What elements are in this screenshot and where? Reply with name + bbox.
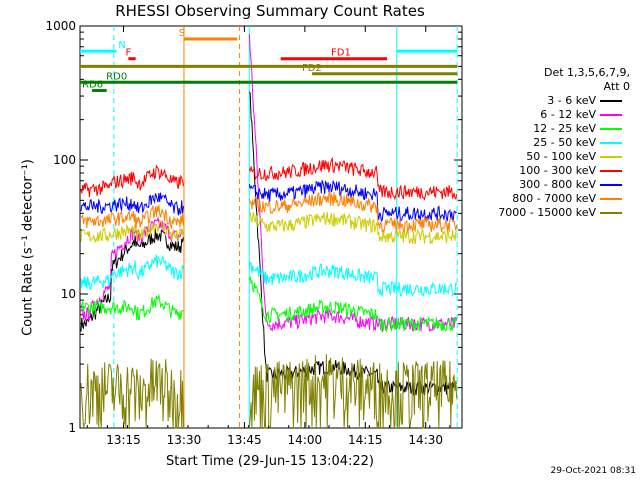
legend-swatch: [600, 128, 622, 130]
legend-item-label: 3 - 6 keV: [547, 94, 596, 107]
y-tick-label: 100: [53, 153, 76, 167]
series-line-8: [248, 354, 458, 430]
series-line-2: [80, 293, 184, 321]
legend-item: 100 - 300 keV: [470, 164, 630, 178]
legend-item-label: 800 - 7000 keV: [512, 192, 596, 205]
series-line-5: [80, 164, 184, 198]
legend-swatch: [600, 114, 622, 116]
legend-item-label: 25 - 50 keV: [533, 136, 596, 149]
y-tick-label: 1000: [45, 19, 76, 33]
legend-header-attenuator: Att 0: [603, 80, 630, 93]
legend-item: 6 - 12 keV: [470, 108, 630, 122]
legend-header-detectors: Det 1,3,5,6,7,9,: [543, 66, 630, 79]
flag-label-0: N: [118, 40, 125, 51]
legend-item: 3 - 6 keV: [470, 94, 630, 108]
series-line-8: [80, 358, 184, 429]
series-line-7: [248, 190, 458, 234]
series-line-3: [248, 262, 458, 298]
legend-item-label: 300 - 800 keV: [519, 178, 596, 191]
series-line-7: [80, 204, 184, 230]
x-tick-label: 13:15: [106, 433, 141, 447]
legend-item: 50 - 100 keV: [470, 150, 630, 164]
legend-item-label: 50 - 100 keV: [526, 150, 596, 163]
legend-swatch: [600, 212, 622, 214]
legend-item-label: 7000 - 15000 keV: [498, 206, 596, 219]
x-tick-label: 14:30: [408, 433, 443, 447]
legend-swatch: [600, 170, 622, 172]
flag-label-2: F: [126, 48, 132, 59]
series-line-4: [80, 219, 184, 243]
legend-swatch: [600, 142, 622, 144]
legend-swatch: [600, 156, 622, 158]
legend-swatch: [600, 198, 622, 200]
flag-label-7: RD0: [106, 71, 127, 82]
x-tick-label: 13:30: [167, 433, 202, 447]
legend-item: 800 - 7000 keV: [470, 192, 630, 206]
series-line-5: [248, 156, 458, 201]
y-tick-label: 10: [61, 287, 76, 301]
legend-item: 300 - 800 keV: [470, 178, 630, 192]
flag-label-3: S: [179, 28, 185, 39]
legend-item: 25 - 50 keV: [470, 136, 630, 150]
y-tick-label: 1: [68, 421, 76, 435]
legend-item-label: 12 - 25 keV: [533, 122, 596, 135]
legend-item: 12 - 25 keV: [470, 122, 630, 136]
series-line-6: [80, 192, 184, 216]
x-axis-label: Start Time (29-Jun-15 13:04:22): [166, 454, 374, 469]
legend-item-label: 6 - 12 keV: [540, 108, 596, 121]
footer-timestamp: 29-Oct-2021 08:31: [550, 466, 636, 476]
x-tick-label: 14:15: [348, 433, 383, 447]
series-line-3: [80, 254, 184, 291]
series-line-0: [248, 91, 458, 396]
flag-label-4: FD1: [331, 48, 351, 59]
legend-item: 7000 - 15000 keV: [470, 206, 630, 220]
x-tick-label: 13:45: [227, 433, 262, 447]
plot-frame: [79, 25, 463, 429]
flag-label-8: RD6: [82, 80, 103, 91]
series-line-2: [248, 276, 457, 333]
legend-item-label: 100 - 300 keV: [519, 164, 596, 177]
x-tick-label: 14:00: [288, 433, 323, 447]
series-line-1: [248, 34, 458, 334]
legend-swatch: [600, 184, 622, 186]
series-line-4: [248, 211, 458, 245]
legend-swatch: [600, 100, 622, 102]
series-line-6: [248, 179, 458, 223]
flag-label-6: FD2: [302, 63, 322, 74]
chart-title: RHESSI Observing Summary Count Rates: [115, 2, 425, 20]
